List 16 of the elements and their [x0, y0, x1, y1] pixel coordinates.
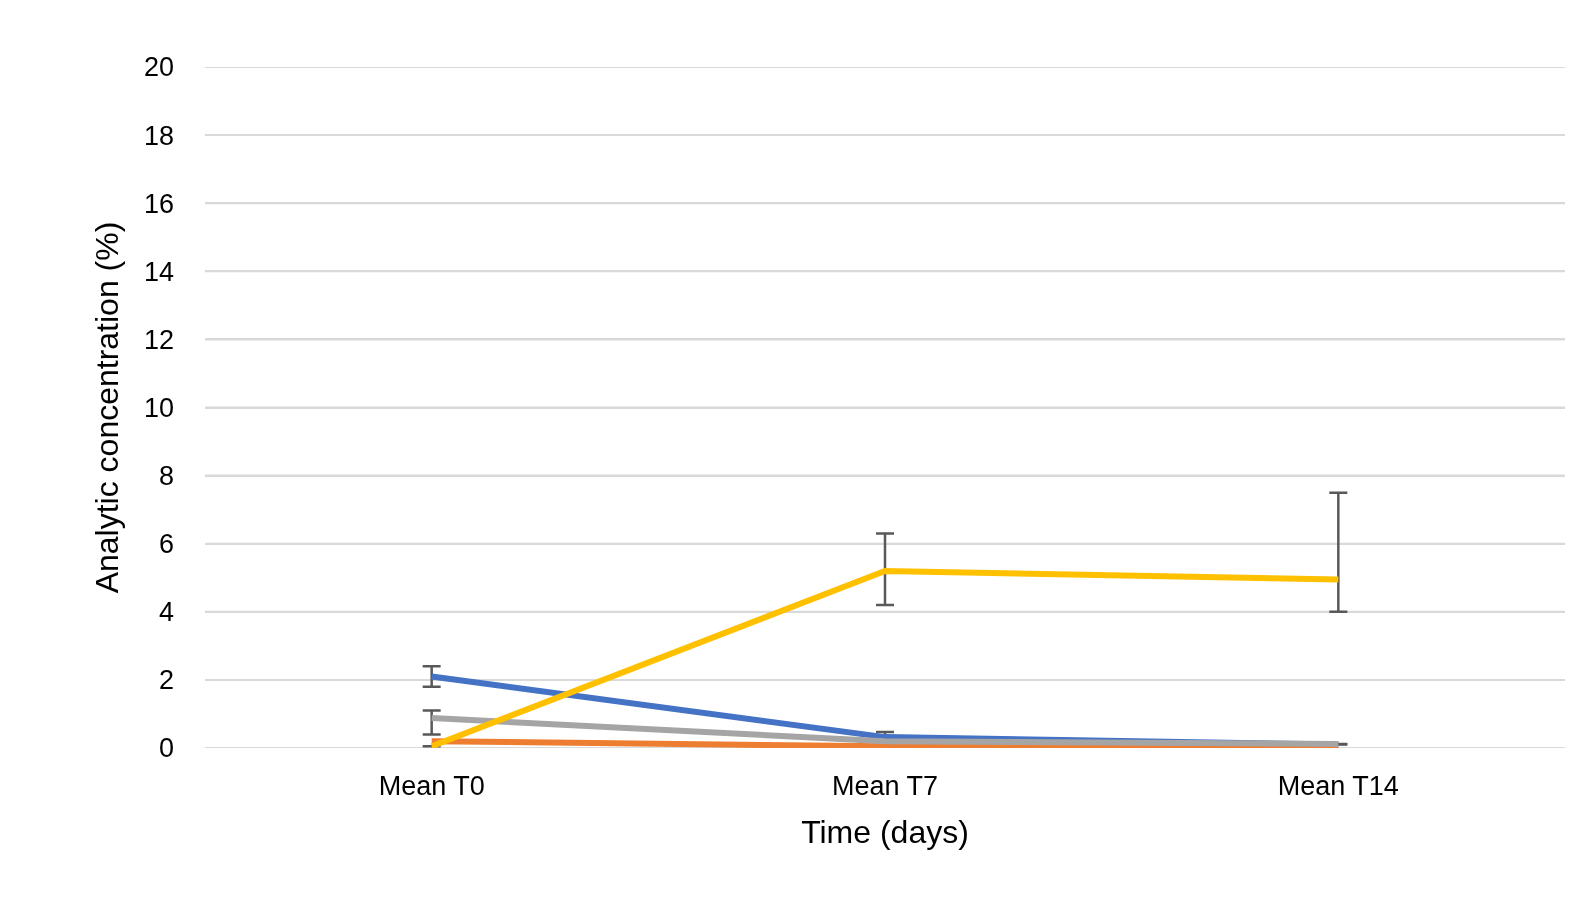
x-tick-label: Mean T0 [378, 771, 485, 802]
y-tick-label: 10 [143, 392, 174, 423]
x-tick-label: Mean T7 [831, 771, 939, 802]
x-axis-title: Time (days) [801, 814, 969, 851]
y-tick-label: 6 [158, 529, 174, 560]
y-tick-label: 16 [143, 188, 174, 219]
y-tick-label: 14 [143, 256, 174, 287]
y-tick-label: 0 [158, 733, 174, 764]
y-tick-label: 8 [158, 461, 174, 492]
y-tick-label: 4 [158, 597, 174, 628]
x-tick-label: Mean T14 [1277, 771, 1399, 802]
y-tick-label: 18 [143, 120, 174, 151]
y-tick-label: 12 [143, 324, 174, 355]
y-tick-label: 20 [143, 52, 174, 83]
y-tick-label: 2 [158, 665, 174, 696]
y-axis-title: Analytic concentration (%) [89, 221, 126, 594]
